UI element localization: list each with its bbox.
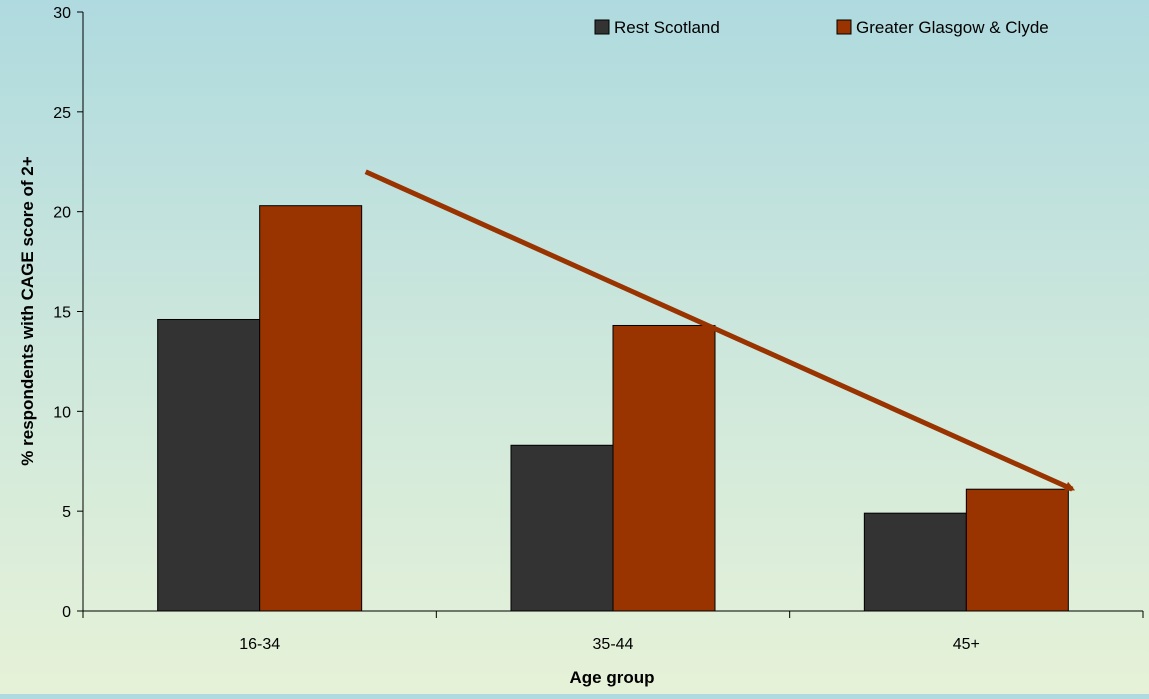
bar-rest-scotland-45-	[863, 512, 967, 612]
x-tick-labels: 16-34 35-44 45+	[239, 636, 980, 653]
bars-group	[157, 205, 1069, 612]
y-tick-label: 10	[53, 404, 71, 421]
bar-rest-scotland-35-44	[510, 444, 614, 612]
y-tick-labels: 0 5 10 15 20 25 30	[53, 5, 71, 621]
y-tick-label: 5	[62, 504, 71, 521]
legend-swatch-greater-glasgow-clyde	[836, 19, 852, 35]
x-tick-label: 45+	[953, 636, 980, 653]
y-tick-label: 25	[53, 105, 71, 122]
x-axis-label: Age group	[570, 668, 655, 687]
legend-swatch-rest-scotland	[594, 19, 610, 35]
legend-label-greater-glasgow-clyde: Greater Glasgow & Clyde	[856, 18, 1049, 37]
trend-arrow	[364, 169, 1076, 492]
x-tick-label: 16-34	[239, 636, 280, 653]
y-tick-label: 15	[53, 305, 71, 322]
bar-greater-glasgow-clyde-35-44	[612, 324, 716, 612]
legend: Rest Scotland Greater Glasgow & Clyde	[594, 18, 1049, 37]
y-tick-label: 30	[53, 5, 71, 22]
bar-greater-glasgow-clyde-16-34	[259, 205, 363, 612]
bar-rest-scotland-16-34	[157, 318, 261, 612]
y-tick-label: 0	[62, 604, 71, 621]
y-tick-label: 20	[53, 205, 71, 222]
axes-group	[77, 11, 1144, 618]
bar-greater-glasgow-clyde-45-	[965, 488, 1069, 612]
x-tick-label: 35-44	[593, 636, 634, 653]
legend-label-rest-scotland: Rest Scotland	[614, 18, 720, 37]
y-axis-label: % respondents with CAGE score of 2+	[18, 156, 37, 465]
